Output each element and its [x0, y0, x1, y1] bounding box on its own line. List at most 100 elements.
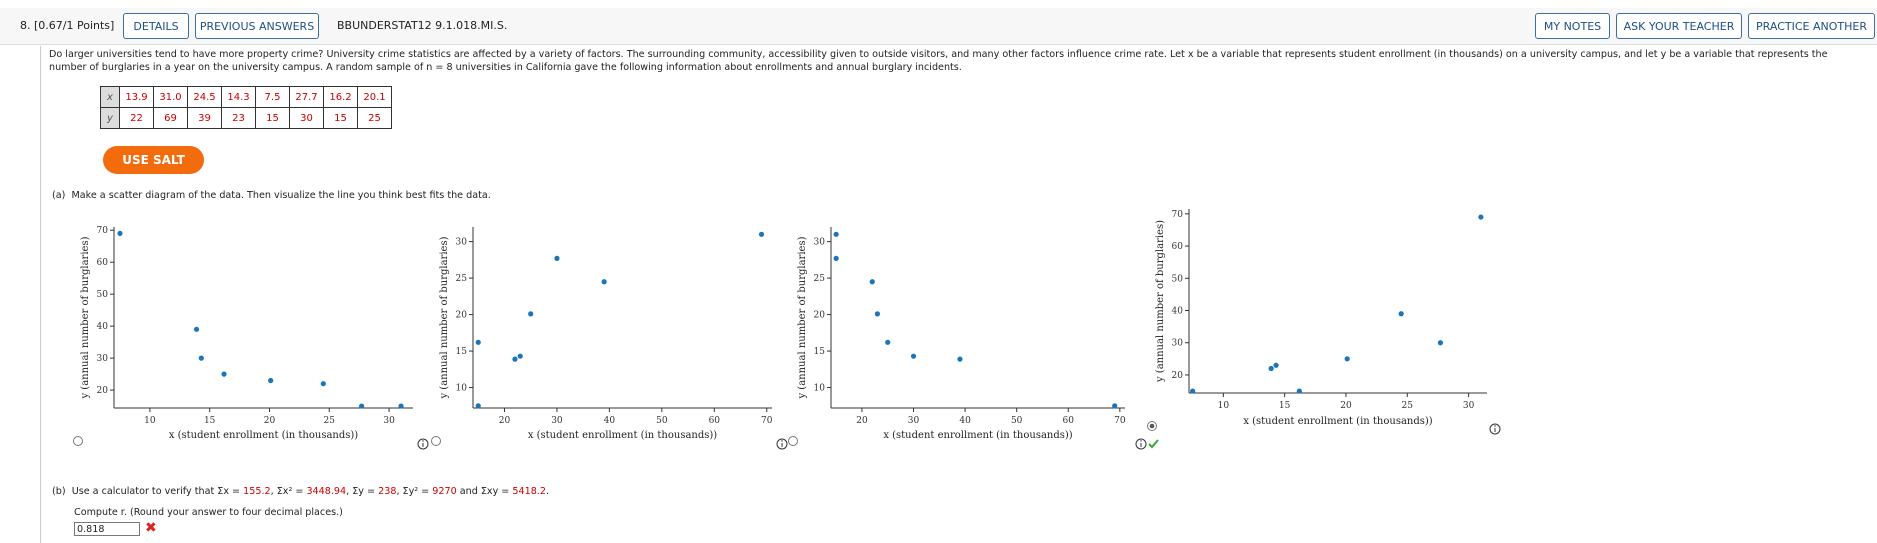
x-tick-label: 25 — [1402, 401, 1414, 411]
info-icon — [422, 440, 424, 442]
y-tick-label: 60 — [1172, 242, 1184, 252]
part-b: (b) Use a calculator to verify that Σx =… — [52, 486, 549, 497]
point — [517, 353, 523, 359]
y-tick-label: 50 — [97, 290, 109, 300]
row-header: x — [100, 86, 120, 108]
x-tick-label: 10 — [144, 416, 156, 426]
data-table: x 13.9 31.0 24.5 14.3 7.5 27.7 16.2 20.1 y 22 69 39 2… — [100, 86, 392, 129]
info-icon — [1140, 440, 1142, 442]
answer-input[interactable]: 0.818 — [74, 522, 140, 536]
x-tick-label: 30 — [908, 416, 920, 426]
point — [1268, 365, 1274, 372]
x-axis-label: x (student enrollment (in thousands)) — [528, 430, 717, 441]
x-tick-label: 20 — [499, 416, 511, 426]
point — [1398, 311, 1404, 317]
y-axis-label: y (annual number of burglaries) — [1155, 220, 1166, 383]
x-axis-label: x (student enrollment (in thousands)) — [169, 430, 358, 441]
info-icon — [781, 440, 783, 442]
point — [221, 371, 227, 377]
verify-text: , Σy = — [346, 486, 379, 497]
part-text: Make a scatter diagram of the data. Then… — [71, 190, 491, 201]
y-tick-label: 30 — [1172, 339, 1184, 349]
point — [268, 377, 274, 384]
table-row: y 22 69 39 23 15 30 15 25 — [100, 107, 392, 129]
y-tick-label: 30 — [456, 238, 468, 248]
point — [1478, 214, 1484, 220]
verify-text: 3448.94 — [306, 486, 347, 497]
y-tick-label: 20 — [97, 386, 109, 396]
verify-text: , Σy² = — [396, 486, 433, 497]
x-tick-label: 20 — [856, 416, 868, 426]
y-tick-label: 25 — [814, 274, 826, 284]
course-code: BBUNDERSTAT12 9.1.018.MI.S. — [337, 19, 508, 32]
y-tick-label: 10 — [456, 384, 468, 394]
x-tick-label: 70 — [1114, 416, 1126, 426]
y-tick-label: 70 — [97, 226, 109, 236]
point — [1437, 340, 1443, 346]
verify-text: and Σxy = — [456, 486, 513, 497]
part-label: (b) — [52, 486, 66, 497]
verify-text: 9270 — [432, 486, 457, 497]
point — [833, 255, 839, 261]
point — [833, 231, 839, 237]
x-tick-label: 40 — [959, 416, 971, 426]
x-tick-label: 20 — [1340, 401, 1352, 411]
point — [320, 381, 326, 387]
x-tick-label: 50 — [1011, 416, 1023, 426]
x-tick-label: 70 — [761, 416, 773, 426]
y-tick-label: 10 — [814, 384, 826, 394]
x-tick-label: 30 — [551, 416, 563, 426]
verify-text: , Σx² = — [270, 486, 307, 497]
part-a: (a) Make a scatter diagram of the data. … — [52, 190, 491, 201]
use-salt-button[interactable]: USE SALT — [103, 146, 204, 174]
ask-teacher-button[interactable]: ASK YOUR TEACHER — [1616, 13, 1742, 39]
correct-mark — [1148, 439, 1159, 449]
y-axis-label: y (annual number of burglaries) — [80, 236, 91, 399]
radio-button[interactable] — [431, 436, 441, 446]
prompt: Compute r. (Round your answer to four de… — [74, 507, 343, 518]
y-tick-label: 20 — [814, 311, 826, 321]
point — [1273, 362, 1279, 368]
y-tick-label: 20 — [1172, 371, 1184, 381]
table-cell: 25 — [357, 107, 392, 129]
point — [885, 339, 891, 345]
x-tick-label: 20 — [264, 416, 276, 426]
verify-text: Use a calculator to verify that Σx = — [71, 486, 244, 497]
point — [910, 353, 917, 359]
my-notes-button[interactable]: MY NOTES — [1535, 13, 1610, 39]
verify-text: . — [545, 486, 550, 497]
point — [1190, 388, 1196, 394]
y-tick-label: 40 — [1172, 307, 1184, 317]
table-cell: 39 — [187, 107, 222, 129]
y-tick-label: 30 — [97, 354, 109, 364]
point — [512, 356, 518, 362]
radio-button[interactable] — [73, 436, 83, 446]
point — [193, 326, 200, 332]
practice-another-button[interactable]: PRACTICE ANOTHER — [1748, 13, 1875, 39]
x-tick-label: 40 — [604, 416, 616, 426]
details-button[interactable]: DETAILS — [123, 13, 189, 39]
point — [475, 339, 481, 345]
x-tick-label: 60 — [1063, 416, 1075, 426]
point — [601, 279, 607, 285]
x-tick-label: 30 — [383, 416, 395, 426]
question-number: 8. [0.67/1 Points] — [20, 19, 115, 32]
point — [398, 403, 404, 409]
x-axis-label: x (student enrollment (in thousands)) — [1243, 416, 1432, 427]
x-tick-label: 25 — [324, 416, 336, 426]
point — [528, 311, 534, 317]
point — [117, 230, 123, 236]
x-tick-label: 10 — [1218, 401, 1230, 411]
radio-dot — [1149, 423, 1155, 429]
row-header: y — [100, 107, 120, 129]
y-tick-label: 50 — [1172, 274, 1184, 284]
info-icon — [1494, 425, 1496, 427]
point — [198, 355, 204, 361]
radio-button[interactable] — [788, 436, 798, 446]
point — [869, 279, 875, 285]
previous-answers-button[interactable]: PREVIOUS ANSWERS — [195, 13, 319, 39]
y-tick-label: 20 — [456, 311, 468, 321]
x-axis-label: x (student enrollment (in thousands)) — [883, 430, 1072, 441]
